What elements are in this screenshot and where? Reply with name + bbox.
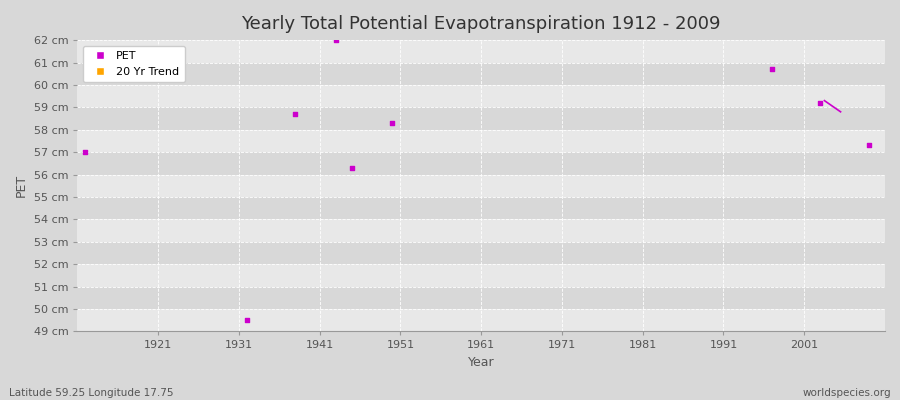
Point [345, 165, 359, 171]
Bar [77, 174, 885, 197]
Bar [77, 152, 885, 174]
Point [328, 37, 343, 43]
Point [288, 111, 302, 117]
Text: Latitude 59.25 Longitude 17.75: Latitude 59.25 Longitude 17.75 [9, 388, 174, 398]
Bar [77, 309, 885, 332]
Point [78, 149, 93, 155]
Text: worldspecies.org: worldspecies.org [803, 388, 891, 398]
Point [385, 120, 400, 126]
Bar [77, 197, 885, 219]
Bar [77, 62, 885, 85]
Point [765, 66, 779, 72]
Bar [77, 287, 885, 309]
Bar [77, 130, 885, 152]
Bar [77, 242, 885, 264]
Point [861, 142, 876, 149]
Y-axis label: PET: PET [15, 174, 28, 197]
Bar [77, 107, 885, 130]
Title: Yearly Total Potential Evapotranspiration 1912 - 2009: Yearly Total Potential Evapotranspiratio… [241, 15, 721, 33]
Bar [77, 85, 885, 107]
X-axis label: Year: Year [468, 356, 494, 369]
Bar [77, 40, 885, 62]
Point [239, 317, 254, 324]
Bar [77, 264, 885, 287]
Point [814, 100, 828, 106]
Bar [77, 219, 885, 242]
Legend: PET, 20 Yr Trend: PET, 20 Yr Trend [83, 46, 184, 82]
